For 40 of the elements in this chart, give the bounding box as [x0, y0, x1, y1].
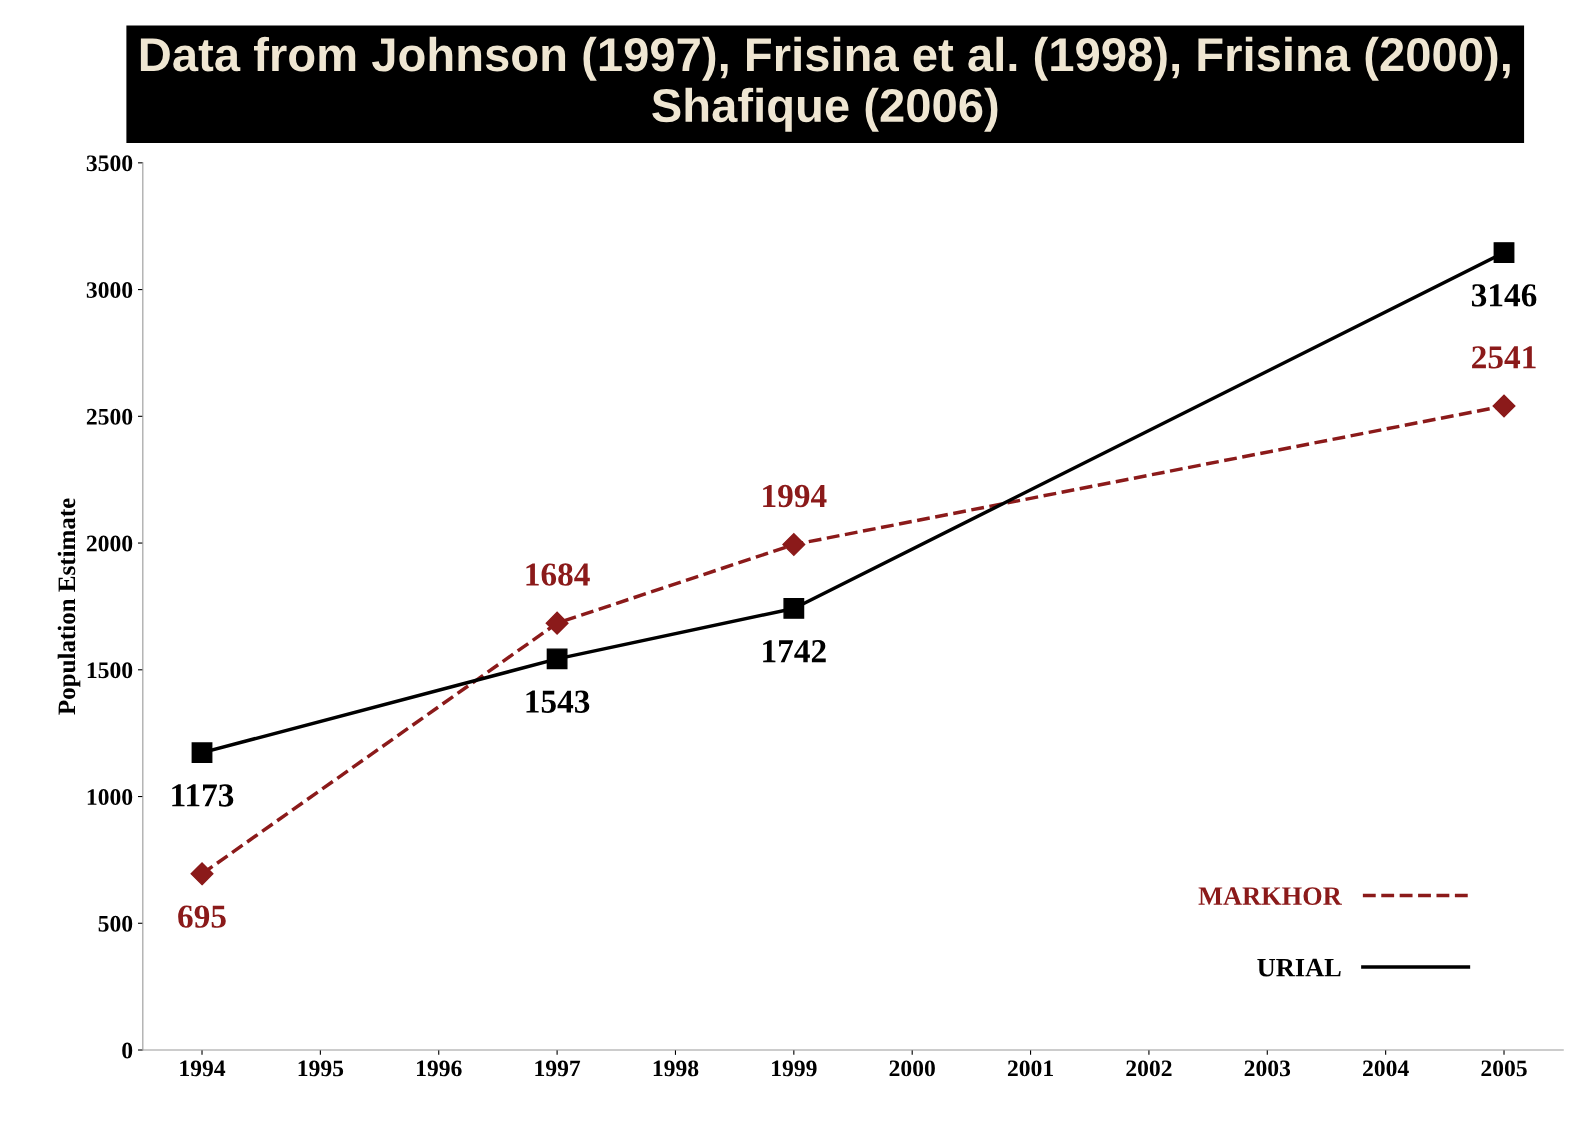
chart-title: Data from Johnson (1997), Frisina et al. (1998), Frisina (2000), Shafique (2006) — [140, 36, 1510, 132]
x-tick-label: 2000 — [889, 1060, 935, 1077]
x-tick-label: 2003 — [1244, 1060, 1291, 1077]
y-tick-label: 500 — [98, 915, 133, 932]
point — [1492, 394, 1516, 418]
point — [782, 533, 806, 557]
x-tick-label: 1995 — [298, 1060, 344, 1077]
data-label: 695 — [178, 905, 226, 928]
x-tick-label: 2005 — [1481, 1060, 1527, 1077]
y-axis-title: Population Estimate — [57, 498, 81, 715]
data-label: 3146 — [1471, 284, 1537, 307]
x-tick-label: 2004 — [1363, 1060, 1409, 1077]
y-tick-label: 1500 — [87, 662, 133, 679]
x-tick-label: 2002 — [1126, 1060, 1172, 1077]
x-tick-label: 1998 — [653, 1060, 699, 1077]
point — [546, 648, 568, 670]
data-label: 2541 — [1472, 346, 1536, 369]
data-label: 1543 — [526, 690, 590, 713]
legend-label: URIAL — [1257, 958, 1341, 977]
data-label: 1742 — [763, 640, 826, 663]
data-label: 1994 — [763, 484, 827, 508]
y-tick-label: 0 — [122, 1042, 133, 1059]
point — [190, 862, 214, 886]
data-label: 1684 — [526, 563, 590, 586]
point — [783, 598, 805, 619]
x-tick-label: 1997 — [535, 1060, 581, 1077]
y-tick-label: 3000 — [86, 282, 133, 298]
point — [191, 742, 213, 764]
x-tick-label: 2001 — [1007, 1060, 1053, 1077]
y-tick-label: 1000 — [87, 789, 133, 805]
y-tick-label: 2000 — [86, 535, 133, 552]
y-tick-label: 2500 — [86, 408, 133, 425]
point — [1493, 242, 1515, 263]
data-label: 1173 — [172, 784, 234, 807]
legend-label: MARKHOR — [1198, 887, 1342, 905]
y-tick-label: 3500 — [86, 155, 133, 172]
x-tick-label: 1996 — [417, 1060, 462, 1077]
x-tick-label: 1999 — [772, 1060, 817, 1077]
point — [545, 611, 569, 635]
x-tick-label: 1994 — [180, 1060, 226, 1077]
